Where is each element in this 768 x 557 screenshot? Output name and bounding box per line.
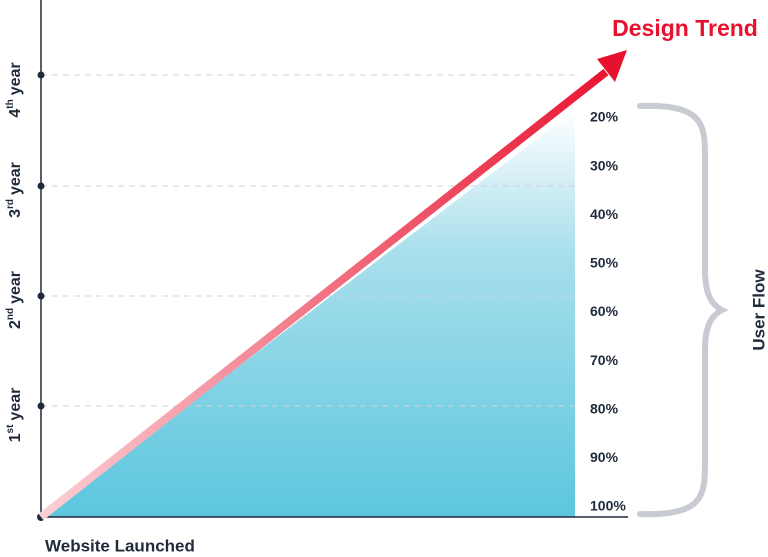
year-suffix: st bbox=[5, 424, 16, 434]
trend-line bbox=[38, 68, 609, 521]
year-number: 1 bbox=[7, 433, 24, 442]
year-number: 4 bbox=[7, 109, 24, 118]
year-label: 2nd year bbox=[5, 271, 25, 329]
year-suffix: rd bbox=[5, 199, 16, 209]
trend-arrowhead bbox=[597, 50, 627, 82]
year-word: year bbox=[7, 271, 24, 304]
brace bbox=[637, 102, 729, 518]
year-number: 2 bbox=[7, 320, 24, 329]
percent-label: 100% bbox=[590, 498, 626, 514]
year-label: 3rd year bbox=[5, 162, 25, 218]
percent-label: 20% bbox=[590, 109, 619, 125]
percent-label: 90% bbox=[590, 449, 619, 465]
year-word: year bbox=[7, 162, 24, 195]
percent-label: 60% bbox=[590, 303, 619, 319]
year-word: year bbox=[7, 62, 24, 95]
year-suffix: nd bbox=[5, 308, 16, 320]
year-label: 1st year bbox=[5, 388, 25, 443]
percent-label: 40% bbox=[590, 206, 619, 222]
title: Design Trend bbox=[612, 15, 758, 41]
percent-label: 50% bbox=[590, 255, 619, 271]
guide-lines bbox=[41, 74, 580, 407]
percent-label: 70% bbox=[590, 352, 619, 368]
x-axis-label: Website Launched bbox=[45, 536, 195, 555]
year-suffix: th bbox=[5, 99, 16, 108]
side-label: User Flow bbox=[749, 269, 768, 351]
year-word: year bbox=[7, 388, 24, 421]
percent-label: 80% bbox=[590, 400, 619, 416]
year-label: 4th year bbox=[5, 62, 25, 117]
year-number: 3 bbox=[7, 209, 24, 218]
percent-label: 30% bbox=[590, 157, 619, 173]
